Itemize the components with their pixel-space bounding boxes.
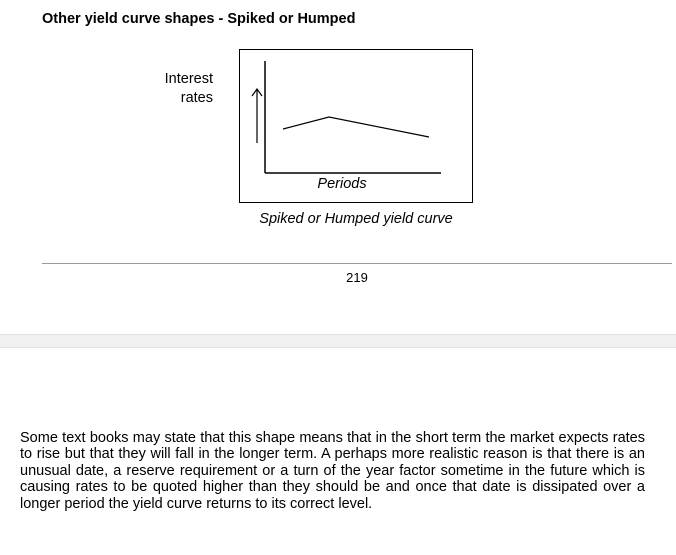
figure-y-axis-label: Interest rates <box>164 71 213 106</box>
yield-curve-diagram <box>251 61 441 174</box>
figure-caption: Spiked or Humped yield curve <box>259 211 453 227</box>
body-paragraph: Some text books may state that this shap… <box>20 430 645 512</box>
section-heading: Other yield curve shapes - Spiked or Hum… <box>42 11 356 27</box>
page-number: 219 <box>346 270 368 285</box>
up-arrow-head <box>251 87 263 97</box>
document-page-lower <box>0 348 676 555</box>
document-page-upper: Other yield curve shapes - Spiked or Hum… <box>42 11 672 285</box>
page-footer-divider <box>42 263 672 264</box>
humped-curve-line <box>282 116 430 138</box>
figure-frame <box>239 49 473 203</box>
figure-x-axis-label: Periods <box>317 176 367 192</box>
page-separator <box>0 334 676 348</box>
